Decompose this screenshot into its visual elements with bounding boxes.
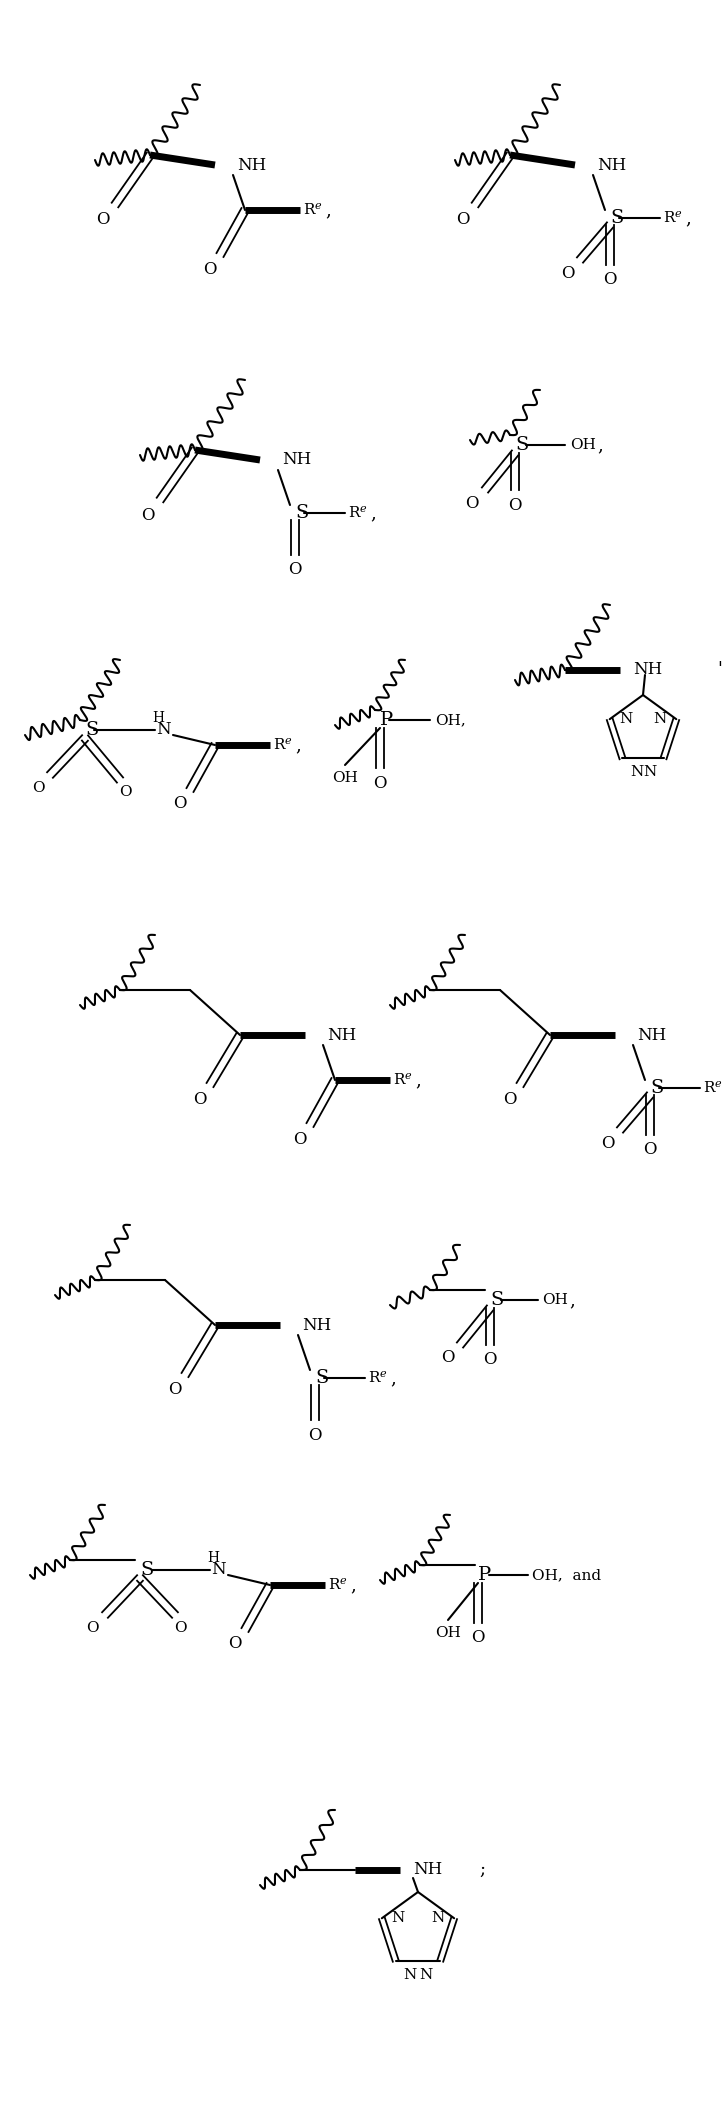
Text: NH: NH (637, 1026, 666, 1043)
Text: N: N (619, 713, 632, 725)
Text: ,: , (325, 202, 331, 219)
Text: S: S (490, 1291, 503, 1310)
Text: O: O (119, 784, 131, 799)
Text: ;: ; (479, 1860, 485, 1879)
Text: O: O (173, 795, 187, 811)
Text: S: S (85, 721, 99, 740)
Text: R: R (703, 1080, 715, 1095)
Text: O: O (168, 1381, 182, 1398)
Text: N: N (630, 765, 643, 780)
Text: ': ' (718, 660, 722, 679)
Text: O: O (465, 494, 478, 511)
Text: R: R (273, 738, 284, 753)
Text: e: e (405, 1072, 412, 1080)
Text: e: e (360, 504, 367, 515)
Text: OH: OH (542, 1293, 568, 1307)
Text: O: O (503, 1091, 517, 1108)
Text: S: S (515, 435, 529, 454)
Text: O: O (174, 1621, 186, 1635)
Text: O: O (289, 561, 302, 578)
Text: N: N (643, 765, 656, 780)
Text: O: O (228, 1635, 241, 1652)
Text: O: O (603, 271, 617, 288)
Text: N: N (211, 1562, 225, 1579)
Text: N: N (654, 713, 667, 725)
Text: R: R (348, 507, 360, 519)
Text: ,: , (597, 435, 603, 454)
Text: R: R (303, 204, 315, 217)
Text: P: P (478, 1566, 492, 1585)
Text: NH: NH (633, 662, 662, 679)
Text: e: e (315, 202, 322, 210)
Text: R: R (663, 210, 674, 225)
Text: P: P (380, 710, 393, 729)
Text: S: S (140, 1562, 153, 1579)
Text: ,: , (415, 1072, 421, 1089)
Text: NH: NH (327, 1026, 356, 1043)
Text: H: H (152, 710, 164, 725)
Text: O: O (32, 782, 44, 795)
Text: O: O (484, 1352, 497, 1368)
Text: e: e (675, 208, 682, 219)
Text: ,: , (685, 208, 691, 227)
Text: e: e (340, 1576, 347, 1587)
Text: R: R (368, 1371, 379, 1385)
Text: OH: OH (332, 771, 358, 784)
Text: N: N (431, 1911, 444, 1925)
Text: N: N (392, 1911, 405, 1925)
Text: O: O (471, 1629, 485, 1646)
Text: OH,: OH, (435, 713, 465, 727)
Text: N: N (403, 1967, 416, 1982)
Text: e: e (380, 1368, 386, 1379)
Text: O: O (308, 1427, 322, 1444)
Text: OH: OH (435, 1627, 461, 1640)
Text: OH: OH (570, 437, 596, 452)
Text: NH: NH (282, 452, 311, 469)
Text: H: H (207, 1551, 219, 1566)
Text: O: O (293, 1131, 307, 1148)
Text: O: O (96, 212, 109, 229)
Text: O: O (373, 774, 386, 792)
Text: N: N (156, 721, 170, 738)
Text: O: O (442, 1349, 455, 1366)
Text: ,: , (295, 736, 301, 755)
Text: NH: NH (302, 1316, 331, 1333)
Text: ,: , (370, 504, 376, 521)
Text: O: O (561, 265, 575, 282)
Text: NH: NH (597, 156, 626, 174)
Text: O: O (141, 507, 154, 523)
Text: OH,  and: OH, and (532, 1568, 601, 1583)
Text: O: O (86, 1621, 99, 1635)
Text: N: N (420, 1967, 433, 1982)
Text: S: S (650, 1078, 663, 1097)
Text: O: O (456, 212, 470, 229)
Text: ,: , (569, 1291, 575, 1310)
Text: S: S (295, 504, 308, 521)
Text: O: O (194, 1091, 207, 1108)
Text: O: O (643, 1141, 657, 1158)
Text: O: O (601, 1135, 615, 1152)
Text: NH: NH (237, 156, 266, 174)
Text: NH: NH (413, 1862, 442, 1879)
Text: O: O (508, 496, 522, 513)
Text: O: O (203, 261, 217, 277)
Text: S: S (610, 208, 624, 227)
Text: e: e (285, 736, 291, 746)
Text: e: e (715, 1078, 721, 1089)
Text: R: R (328, 1579, 339, 1591)
Text: ,: , (350, 1576, 356, 1593)
Text: R: R (393, 1072, 405, 1087)
Text: S: S (315, 1368, 328, 1387)
Text: ,: , (390, 1368, 396, 1387)
